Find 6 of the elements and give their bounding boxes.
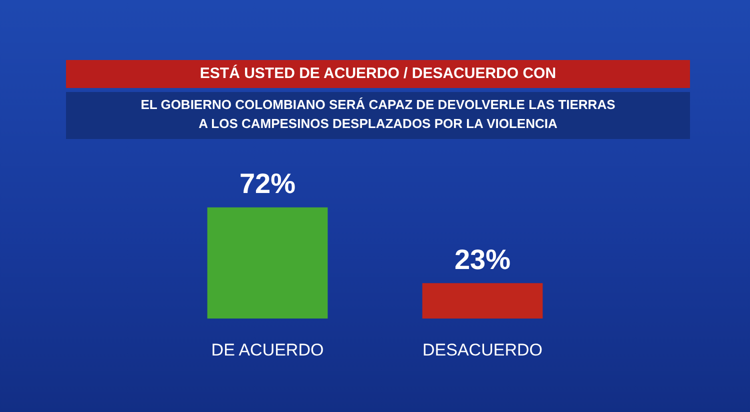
- x-tick-label: DESACUERDO: [422, 340, 542, 360]
- chart-title: ESTÁ USTED DE ACUERDO / DESACUERDO CON: [66, 60, 690, 88]
- x-tick-label: DE ACUERDO: [211, 340, 324, 360]
- data-label: 72%: [239, 168, 296, 200]
- data-label: 23%: [454, 244, 511, 275]
- chart-subtitle: EL GOBIERNO COLOMBIANO SERÁ CAPAZ DE DEVOLVERLE LAS TIERRAS A LOS CAMPESINOS DESPLAZADOS POR LA VIOLENCIA: [66, 92, 690, 139]
